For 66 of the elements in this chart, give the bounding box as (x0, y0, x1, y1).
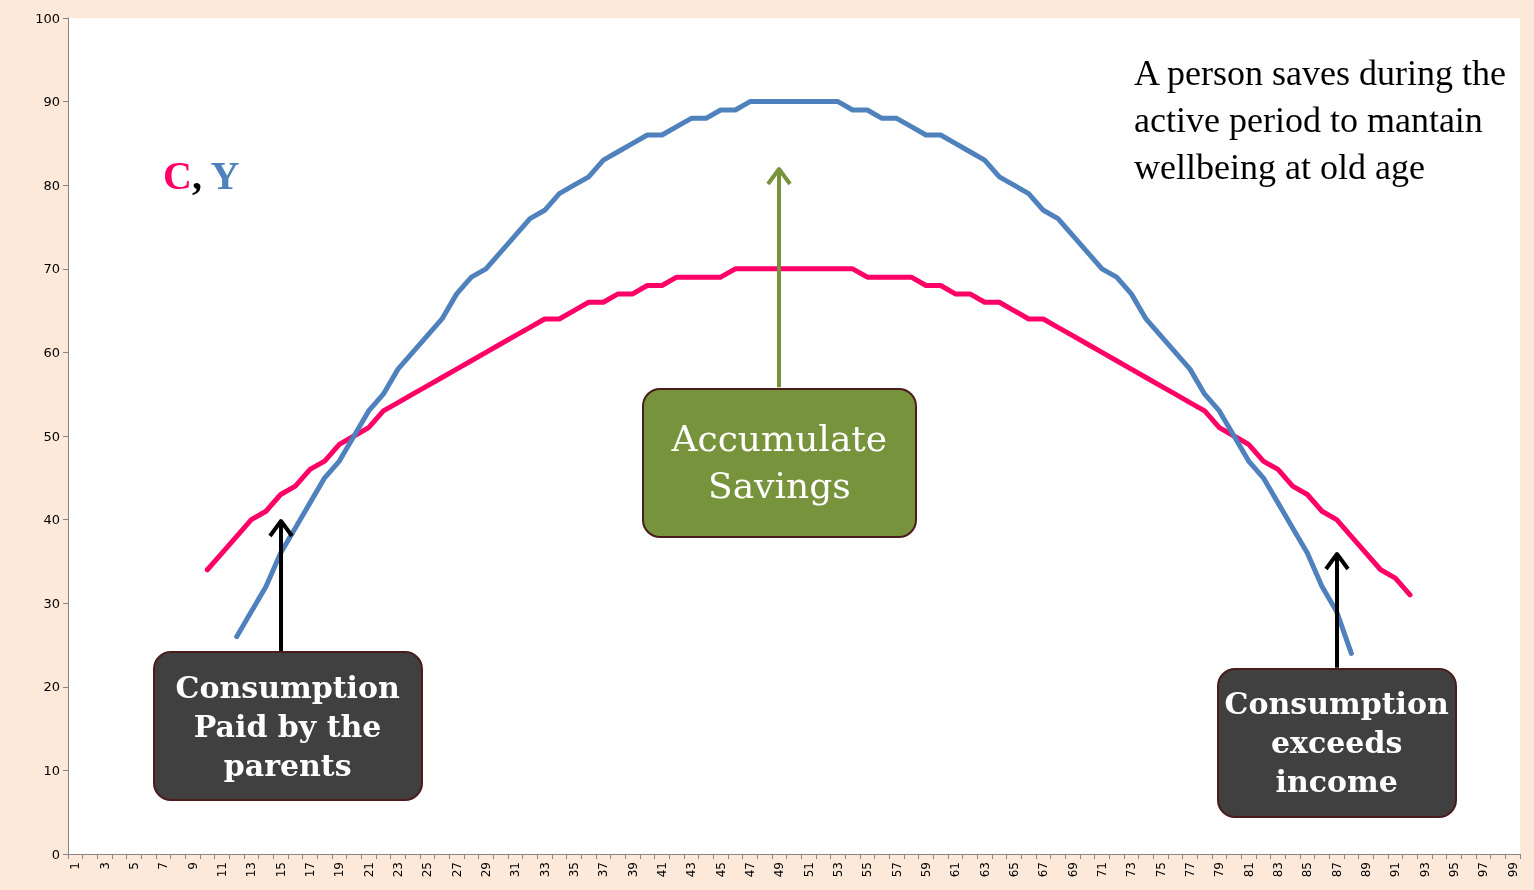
x-tick-label: 91 (1388, 862, 1403, 878)
x-tick-label: 79 (1212, 862, 1227, 878)
x-tick-label: 83 (1271, 862, 1285, 878)
callout-box: Accumulate Savings (641, 387, 917, 538)
y-tick-label: 10 (43, 762, 60, 778)
x-tick-label: 95 (1447, 862, 1461, 878)
x-tick-label: 85 (1300, 862, 1315, 878)
x-tick-label: 19 (332, 862, 347, 878)
x-tick-label: 41 (655, 862, 669, 878)
x-tick-label: 21 (361, 862, 376, 878)
x-tick-label: 47 (743, 862, 757, 878)
y-tick-label: 40 (43, 512, 60, 528)
y-tick-label: 20 (43, 679, 60, 695)
callout-box: Consumption Paid by the parents (152, 651, 423, 802)
x-tick-label: 97 (1476, 862, 1491, 878)
x-tick-label: 53 (831, 862, 845, 878)
x-tick-label: 11 (215, 862, 229, 878)
y-tick-label: 30 (43, 595, 60, 611)
x-tick-label: 71 (1095, 862, 1109, 878)
x-tick-label: 31 (508, 862, 523, 878)
x-tick-label: 75 (1153, 862, 1168, 878)
x-tick-label: 67 (1036, 862, 1051, 878)
y-tick-label: 90 (43, 94, 60, 110)
y-tick-label: 100 (35, 10, 60, 26)
annotation: A person saves during the active period to mantain wellbeing at old age (1134, 52, 1507, 189)
x-tick-label: 1 (68, 862, 83, 870)
x-tick-label: 29 (479, 862, 493, 878)
x-tick-label: 27 (449, 862, 464, 878)
x-tick-label: 3 (97, 862, 112, 870)
x-tick-label: 9 (185, 862, 200, 870)
x-tick-label: 93 (1417, 862, 1432, 878)
x-tick-label: 65 (1007, 862, 1021, 878)
y-tick-label: 60 (43, 344, 60, 360)
x-tick-label: 57 (889, 862, 904, 878)
y-tick-label: 0 (51, 846, 60, 862)
x-tick-label: 39 (625, 862, 640, 878)
x-tick-label: 89 (1359, 862, 1373, 878)
callout-box: Consumption exceeds income (1216, 667, 1457, 818)
x-tick-label: 61 (948, 862, 963, 878)
x-tick-label: 63 (977, 862, 992, 878)
x-tick-label: 81 (1241, 862, 1256, 878)
x-tick-label: 69 (1065, 862, 1080, 878)
y-tick-label: 50 (43, 428, 60, 444)
x-tick-label: 33 (537, 862, 552, 878)
x-tick-label: 7 (156, 862, 171, 870)
x-tick-label: 59 (919, 862, 933, 878)
x-tick-label: 5 (127, 862, 141, 870)
y-tick-label: 80 (43, 177, 60, 193)
x-tick-label: 49 (772, 862, 787, 878)
x-tick-label: 17 (303, 862, 317, 878)
x-tick-label: 77 (1183, 862, 1197, 878)
x-tick-label: 23 (391, 862, 405, 878)
x-tick-label: 35 (567, 862, 581, 878)
x-tick-label: 13 (244, 862, 259, 878)
x-tick-label: 99 (1505, 862, 1520, 878)
x-tick-label: 43 (684, 862, 699, 878)
x-tick-label: 15 (273, 862, 288, 878)
x-tick-label: 55 (860, 862, 875, 878)
y-axis-title: C, Y (163, 152, 240, 198)
x-tick-label: 87 (1329, 862, 1344, 878)
x-tick-label: 25 (420, 862, 435, 878)
x-tick-label: 51 (801, 862, 816, 878)
x-tick-label: 37 (596, 862, 611, 878)
x-tick-label: 45 (713, 862, 728, 878)
y-tick-label: 70 (43, 261, 60, 277)
x-tick-label: 73 (1124, 862, 1139, 878)
